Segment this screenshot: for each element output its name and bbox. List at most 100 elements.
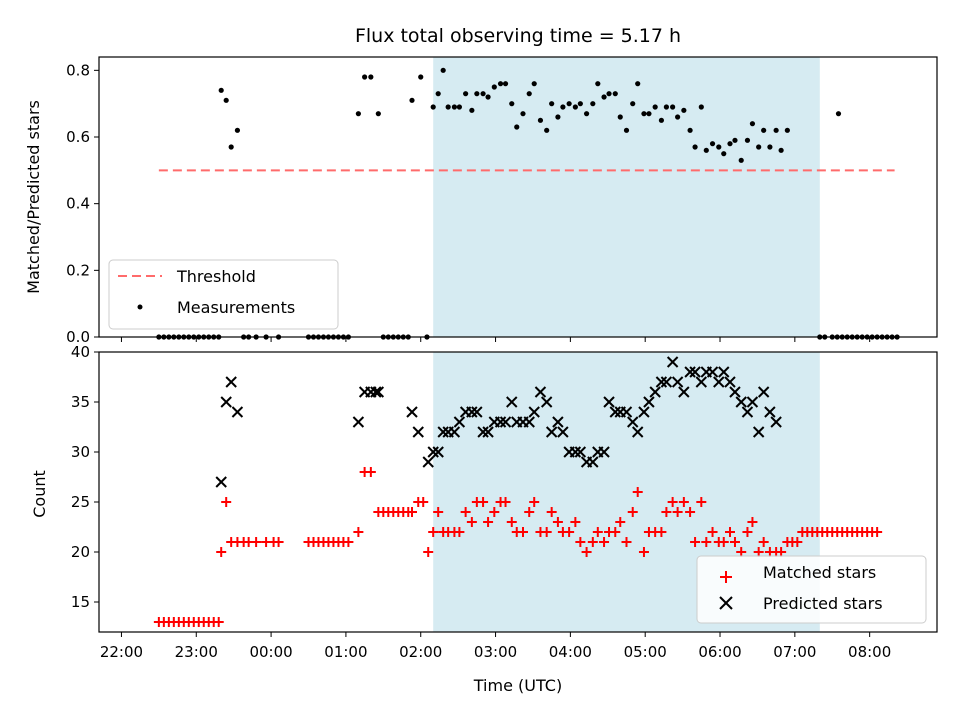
measurement-point: [784, 127, 790, 133]
matched-star-point: [500, 497, 511, 507]
predicted-star-point: [713, 376, 725, 388]
measurement-point: [368, 74, 374, 80]
measurement-point: [514, 124, 520, 130]
measurement-point: [590, 101, 596, 107]
count-panel: 15 20 25 30 35 40 22:00 23:00 00:00 01:00 02:00 03…: [30, 343, 938, 695]
measurement-point: [531, 81, 537, 87]
predicted-star-point: [523, 416, 535, 428]
ratio-legend: Threshold Measurements: [108, 259, 339, 330]
predicted-star-point: [666, 356, 679, 368]
predicted-star-point: [729, 386, 741, 398]
matched-star-point: [776, 547, 787, 557]
measurement-point: [721, 151, 727, 157]
predicted-star-point: [746, 396, 759, 408]
y-tick-label: 40: [71, 343, 90, 361]
x-tick-label: 00:00: [249, 643, 292, 661]
y-tick-label: 0.4: [66, 195, 90, 213]
predicted-star-point: [627, 416, 639, 428]
measurement-point: [595, 81, 601, 87]
predicted-star-point: [231, 406, 244, 418]
predicted-star-point: [689, 366, 701, 378]
matched-star-point: [407, 507, 418, 517]
measurement-point: [692, 144, 698, 150]
matched-star-point: [792, 537, 803, 547]
measurement-point: [612, 91, 618, 97]
matched-star-point: [251, 537, 262, 547]
predicted-star-point: [609, 406, 621, 418]
matched-star-point: [747, 517, 758, 527]
matched-star-point: [718, 537, 729, 547]
measurement-point: [767, 144, 773, 150]
measurement-point: [418, 74, 424, 80]
measurement-point: [670, 104, 676, 110]
measurement-point: [497, 81, 504, 87]
measurement-point: [537, 117, 544, 123]
predicted-star-point: [466, 406, 478, 418]
matched-star-point: [466, 517, 477, 527]
y-tick-label: 0.2: [66, 261, 90, 279]
measurement-point: [526, 91, 532, 97]
predicted-star-point: [225, 376, 237, 388]
matched-star-point: [483, 517, 494, 527]
predicted-star-point: [757, 386, 770, 398]
measurement-point: [566, 101, 572, 107]
matched-star-point: [656, 527, 667, 537]
matched-star-point: [610, 527, 621, 537]
predicted-star-point: [422, 456, 434, 468]
x-tick-label: 23:00: [175, 643, 218, 661]
measurement-point: [749, 121, 756, 127]
threshold-legend-label: Threshold: [176, 267, 256, 286]
measurement-point: [732, 137, 738, 143]
matched-star-point: [696, 497, 707, 507]
ratio-legend-box: [108, 259, 339, 330]
measurement-point: [738, 157, 744, 163]
predicted-star-point: [471, 406, 483, 418]
x-tick-label: 01:00: [324, 643, 367, 661]
matched-star-point: [213, 617, 224, 627]
measurement-point: [583, 111, 590, 117]
measurement-point: [491, 84, 497, 90]
predicted-star-point: [528, 406, 540, 418]
measurement-point: [641, 111, 647, 117]
measurement-point: [778, 147, 784, 153]
matched-star-point: [685, 507, 696, 517]
ratio-panel-frame: [98, 56, 938, 338]
measurement-point: [228, 144, 234, 150]
ratio-y-axis-label: Matched/Predicted stars: [24, 100, 43, 294]
predicted-star-point: [372, 386, 385, 398]
matched-legend-label: Matched stars: [763, 563, 876, 582]
predicted-star-point: [540, 396, 553, 408]
matched-star-point: [552, 517, 563, 527]
matched-star-point: [599, 537, 610, 547]
y-tick-label: 0.6: [66, 128, 90, 146]
measurement-point: [560, 104, 566, 110]
measurement-point: [555, 114, 561, 120]
matched-star-point: [724, 527, 735, 537]
matched-star-point: [667, 497, 678, 507]
predicted-star-point: [569, 446, 582, 458]
matched-star-point: [353, 527, 364, 537]
predicted-star-point: [741, 406, 754, 418]
measurement-points: [156, 67, 900, 340]
matched-star-point: [581, 547, 592, 557]
matched-star-point: [433, 507, 444, 517]
y-tick-label: 35: [71, 393, 90, 411]
measurement-point: [409, 97, 415, 103]
matched-star-point: [343, 537, 354, 547]
predicted-star-point: [494, 416, 507, 428]
matched-star-point: [564, 527, 575, 537]
x-tick-label: 05:00: [624, 643, 667, 661]
y-tick-label: 20: [71, 543, 90, 561]
measurement-point: [520, 111, 526, 117]
measurement-point: [469, 107, 475, 113]
predicted-star-point: [649, 386, 661, 398]
measurement-point: [549, 101, 555, 107]
observing-window-shade: [433, 57, 820, 337]
predicted-star-point: [632, 426, 644, 438]
matched-star-point: [678, 497, 689, 507]
matched-star-point: [478, 497, 489, 507]
matched-star-point: [661, 507, 672, 517]
predicted-star-point: [482, 426, 494, 438]
count-y-axis-label: Count: [30, 470, 49, 518]
measurement-point: [623, 127, 630, 133]
